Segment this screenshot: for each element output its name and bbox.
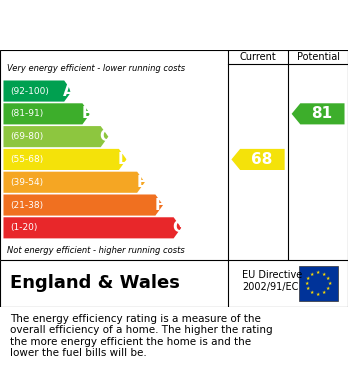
Polygon shape xyxy=(3,217,181,239)
Text: 81: 81 xyxy=(311,106,332,121)
Text: ★: ★ xyxy=(310,290,314,295)
Text: England & Wales: England & Wales xyxy=(10,274,180,292)
Text: (39-54): (39-54) xyxy=(10,178,44,187)
Text: B: B xyxy=(81,106,93,121)
Text: Energy Efficiency Rating: Energy Efficiency Rating xyxy=(60,16,288,34)
Text: ★: ★ xyxy=(304,281,309,286)
Polygon shape xyxy=(3,103,90,124)
Polygon shape xyxy=(3,149,127,170)
Text: ★: ★ xyxy=(322,272,326,277)
Text: (81-91): (81-91) xyxy=(10,109,44,118)
Bar xyxy=(299,265,338,301)
Polygon shape xyxy=(3,81,72,102)
Text: ★: ★ xyxy=(306,276,310,281)
Text: ★: ★ xyxy=(322,290,326,295)
Text: Very energy efficient - lower running costs: Very energy efficient - lower running co… xyxy=(7,65,185,74)
Text: E: E xyxy=(136,175,147,190)
Text: Current: Current xyxy=(240,52,276,62)
Text: EU Directive
2002/91/EC: EU Directive 2002/91/EC xyxy=(242,270,302,292)
Polygon shape xyxy=(3,194,163,215)
Text: ★: ★ xyxy=(316,270,320,275)
Text: ★: ★ xyxy=(326,276,330,281)
Polygon shape xyxy=(231,149,285,170)
Text: A: A xyxy=(63,84,75,99)
Text: C: C xyxy=(100,129,111,144)
Text: (69-80): (69-80) xyxy=(10,132,44,141)
Text: ★: ★ xyxy=(306,286,310,291)
Text: Not energy efficient - higher running costs: Not energy efficient - higher running co… xyxy=(7,246,185,255)
Polygon shape xyxy=(3,172,145,193)
Text: D: D xyxy=(117,152,130,167)
Text: ★: ★ xyxy=(316,292,320,297)
Text: (55-68): (55-68) xyxy=(10,155,44,164)
Text: 68: 68 xyxy=(251,152,272,167)
Polygon shape xyxy=(292,103,345,124)
Text: ★: ★ xyxy=(326,286,330,291)
Text: Potential: Potential xyxy=(296,52,340,62)
Polygon shape xyxy=(3,126,108,147)
Text: (21-38): (21-38) xyxy=(10,201,44,210)
Text: (92-100): (92-100) xyxy=(10,86,49,95)
Text: ★: ★ xyxy=(327,281,332,286)
Text: The energy efficiency rating is a measure of the
overall efficiency of a home. T: The energy efficiency rating is a measur… xyxy=(10,314,273,359)
Text: ★: ★ xyxy=(310,272,314,277)
Text: (1-20): (1-20) xyxy=(10,223,38,232)
Text: F: F xyxy=(155,197,165,213)
Text: G: G xyxy=(172,221,184,235)
